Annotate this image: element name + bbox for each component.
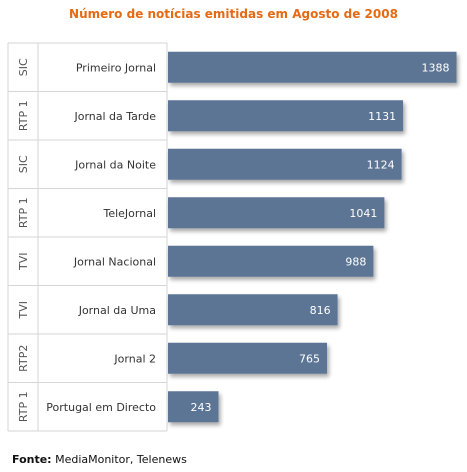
category-label: Jornal da Noite xyxy=(74,158,156,171)
bar xyxy=(168,245,374,277)
bar-value-label: 1388 xyxy=(422,61,450,74)
bar-value-label: 765 xyxy=(299,352,320,365)
source-note: Fonte: MediaMonitor, Telenews xyxy=(12,453,187,466)
bar-value-label: 1124 xyxy=(367,158,395,171)
bar xyxy=(168,100,404,132)
bar xyxy=(168,197,385,229)
group-label: SIC xyxy=(17,58,30,76)
category-label: Jornal da Tarde xyxy=(73,110,156,123)
bar-value-label: 243 xyxy=(191,401,212,414)
group-label: SIC xyxy=(17,155,30,173)
bar-value-label: 1041 xyxy=(349,207,377,220)
category-label: Jornal Nacional xyxy=(73,255,156,268)
category-label: TeleJornal xyxy=(102,207,156,220)
chart-title: Número de notícias emitidas em Agosto de… xyxy=(69,7,398,21)
group-label: TVI xyxy=(17,253,30,272)
bar-value-label: 816 xyxy=(310,304,331,317)
source-label: Fonte: xyxy=(12,453,52,466)
group-label: RTP 1 xyxy=(17,100,30,131)
category-label: Primeiro Jornal xyxy=(76,61,156,74)
group-label: TVI xyxy=(17,301,30,320)
bar xyxy=(168,51,457,83)
bar xyxy=(168,342,328,374)
group-label: RTP2 xyxy=(17,345,30,372)
category-label: Jornal da Uma xyxy=(78,304,156,317)
category-label: Jornal 2 xyxy=(113,352,156,365)
bar-value-label: 988 xyxy=(345,255,366,268)
source-text: MediaMonitor, Telenews xyxy=(55,453,187,466)
category-label: Portugal em Directo xyxy=(46,401,156,414)
bar-value-label: 1131 xyxy=(368,110,396,123)
group-label: RTP 1 xyxy=(17,391,30,422)
bar xyxy=(168,294,338,326)
group-label: RTP 1 xyxy=(17,197,30,228)
bar xyxy=(168,148,402,180)
bar xyxy=(168,391,219,423)
